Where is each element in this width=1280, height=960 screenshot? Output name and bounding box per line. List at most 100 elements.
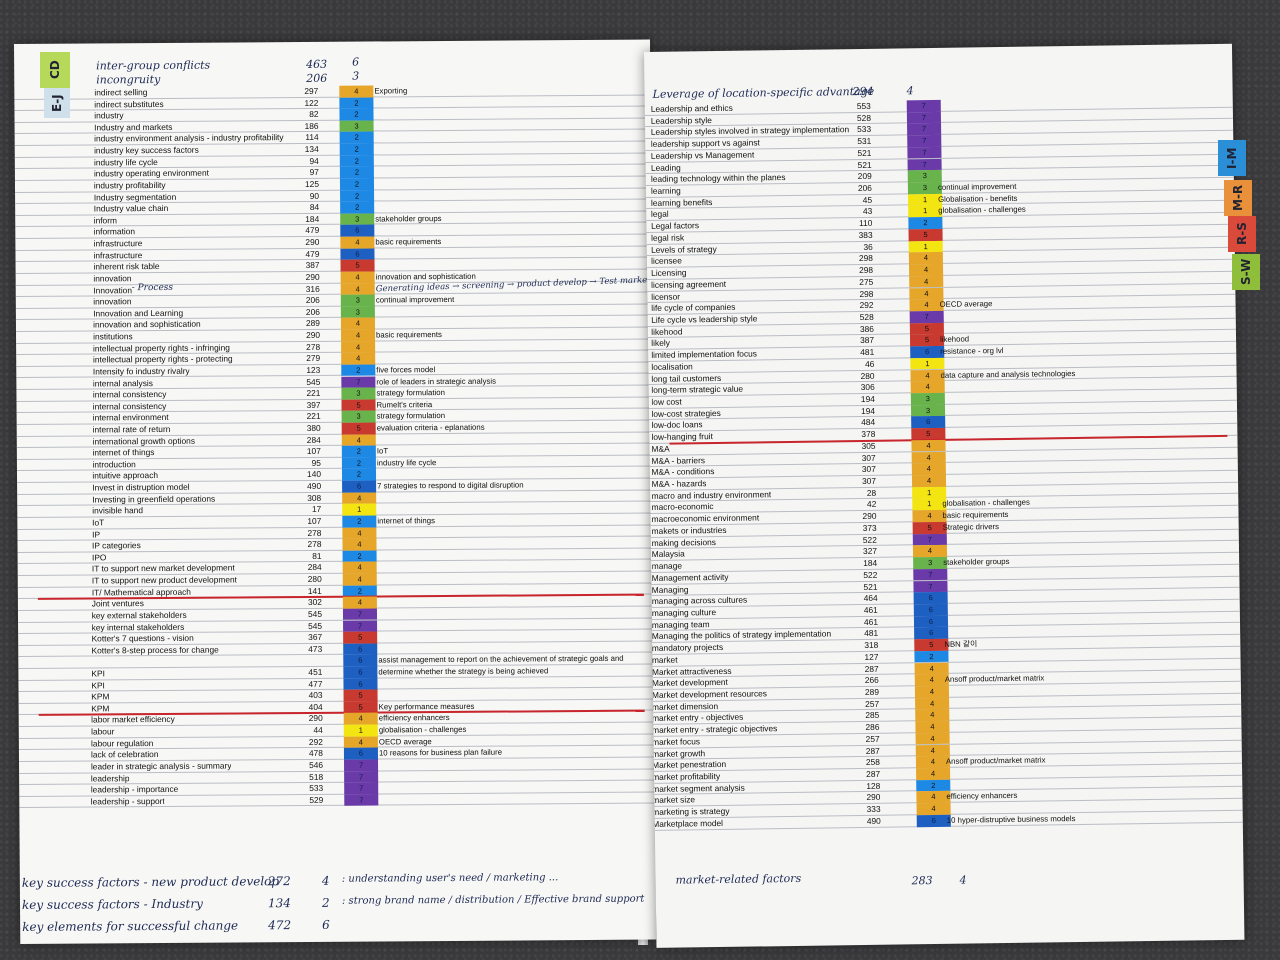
row-page-number: 298 <box>859 288 874 299</box>
row-note: OECD average <box>378 736 432 747</box>
row-term: Joint ventures <box>91 598 144 609</box>
row-page-number: 206 <box>305 306 320 317</box>
row-term: indirect selling <box>94 87 148 98</box>
row-page-number: 521 <box>863 581 878 592</box>
row-note: 7 strategies to respond to digital disru… <box>377 480 524 491</box>
row-level-cell: 4 <box>915 720 950 734</box>
row-page-number: 134 <box>304 143 319 155</box>
row-level-cell: 3 <box>340 294 375 307</box>
left-index-table: indirect selling 297 4 Exporting indirect su… <box>14 40 656 809</box>
row-page-number: 221 <box>306 387 321 399</box>
footer-handwritten-term: key elements for successful change <box>22 918 239 934</box>
row-level-cell: 2 <box>339 166 374 179</box>
row-level-cell: 7 <box>907 123 942 136</box>
row-page-number: 533 <box>309 783 324 794</box>
row-level-cell: 5 <box>909 322 944 335</box>
row-page-number: 545 <box>308 620 323 631</box>
row-page-number: 209 <box>857 171 872 182</box>
row-page-number: 297 <box>304 85 319 96</box>
row-term: M&A - barriers <box>651 454 706 466</box>
row-level-cell: 4 <box>341 329 376 342</box>
footer-handwritten-number: 283 <box>911 874 933 888</box>
row-term: marketing is strategy <box>652 806 730 818</box>
row-level-cell: 2 <box>339 131 374 144</box>
row-page-number: 307 <box>861 452 876 463</box>
row-term: industry operating environment <box>93 167 209 179</box>
row-page-number: 128 <box>866 780 881 791</box>
row-level-cell: 7 <box>341 375 376 388</box>
row-term: key internal stakeholders <box>91 621 185 632</box>
row-level-cell: 4 <box>912 545 948 558</box>
row-note: continual improvement <box>937 181 1017 192</box>
row-term: Legal factors <box>650 220 700 232</box>
row-page-number: 451 <box>308 666 323 677</box>
row-level-cell: 4 <box>340 283 375 295</box>
row-note: Rumelt's criteria <box>376 399 433 410</box>
footer-handwritten-number: 272 <box>267 874 291 889</box>
row-term: inform <box>93 215 118 226</box>
sticky-tab: CD <box>40 52 70 88</box>
row-level-cell: 4 <box>342 573 377 586</box>
footer-handwritten-term: key success factors - Industry <box>21 896 203 912</box>
row-page-number: 287 <box>864 663 879 674</box>
row-term: life cycle of companies <box>651 301 736 314</box>
row-level-cell: 2 <box>908 217 943 230</box>
row-level-cell: 4 <box>908 263 944 276</box>
row-term: labour regulation <box>91 737 154 749</box>
row-level-cell: 3 <box>339 120 374 133</box>
row-level-cell: 7 <box>912 533 947 546</box>
row-term: internal consistency <box>92 389 167 400</box>
row-note: stakeholder groups <box>943 557 1010 567</box>
row-level-cell: 7 <box>907 146 942 159</box>
row-term: low cost <box>651 396 682 407</box>
row-level-cell: 4 <box>911 474 947 487</box>
row-note: efficiency enhancers <box>946 791 1018 802</box>
row-term: Innovation <box>93 284 133 295</box>
header-handwritten-term: incongruity <box>96 72 161 87</box>
row-level-cell: 7 <box>906 99 941 112</box>
row-term: labour <box>91 726 115 737</box>
header-handwritten-level: 3 <box>352 69 360 83</box>
row-term: managing culture <box>651 607 717 618</box>
row-level-cell: 2 <box>914 650 949 663</box>
row-page-number: 553 <box>856 100 871 112</box>
row-page-number: 125 <box>304 178 320 189</box>
row-page-number: 285 <box>865 710 880 721</box>
row-level-cell: 7 <box>342 608 378 621</box>
row-page-number: 477 <box>308 678 323 689</box>
row-term: long tail customers <box>651 372 722 384</box>
right-index-table: Leadership and ethics 553 7 Leadership styl… <box>644 44 1243 831</box>
footer-handwritten-level: 4 <box>321 873 330 888</box>
row-term: Managing <box>651 583 689 595</box>
row-level-cell: 6 <box>911 416 946 429</box>
row-page-number: 386 <box>859 323 874 334</box>
row-term: licensor <box>651 291 681 302</box>
row-level-cell: 6 <box>343 678 378 690</box>
row-level-cell: 5 <box>340 259 375 272</box>
row-term: internal analysis <box>92 377 153 388</box>
row-page-number: 490 <box>866 815 881 826</box>
header-handwritten-term: inter-group conflicts <box>96 58 211 73</box>
row-page-number: 287 <box>866 768 881 779</box>
row-page-number: 522 <box>863 569 878 580</box>
row-page-number: 122 <box>304 97 319 108</box>
row-level-cell: 7 <box>344 771 379 783</box>
row-page-number: 82 <box>309 109 319 120</box>
row-level-cell: 7 <box>909 310 944 323</box>
row-term: Leadership style <box>650 114 712 126</box>
row-level-cell: 6 <box>916 814 951 827</box>
row-level-cell: 4 <box>914 685 950 698</box>
row-term: internal consistency <box>92 400 167 412</box>
row-level-cell: 2 <box>339 155 374 168</box>
row-term: Innovation and Learning <box>93 307 184 319</box>
right-page-header: Leverage of location-specific advantage 2… <box>644 44 1232 101</box>
row-term: Kotter's 8-step process for change <box>91 644 219 656</box>
row-level-cell: 4 <box>915 709 950 722</box>
row-term: lack of celebration <box>90 749 159 760</box>
row-level-cell: 6 <box>343 747 379 760</box>
row-page-number: 545 <box>306 376 321 387</box>
row-level-cell: 2 <box>340 201 375 214</box>
row-page-number: 81 <box>312 550 322 561</box>
row-level-cell: 6 <box>343 654 378 667</box>
row-term: likehood <box>651 326 683 337</box>
